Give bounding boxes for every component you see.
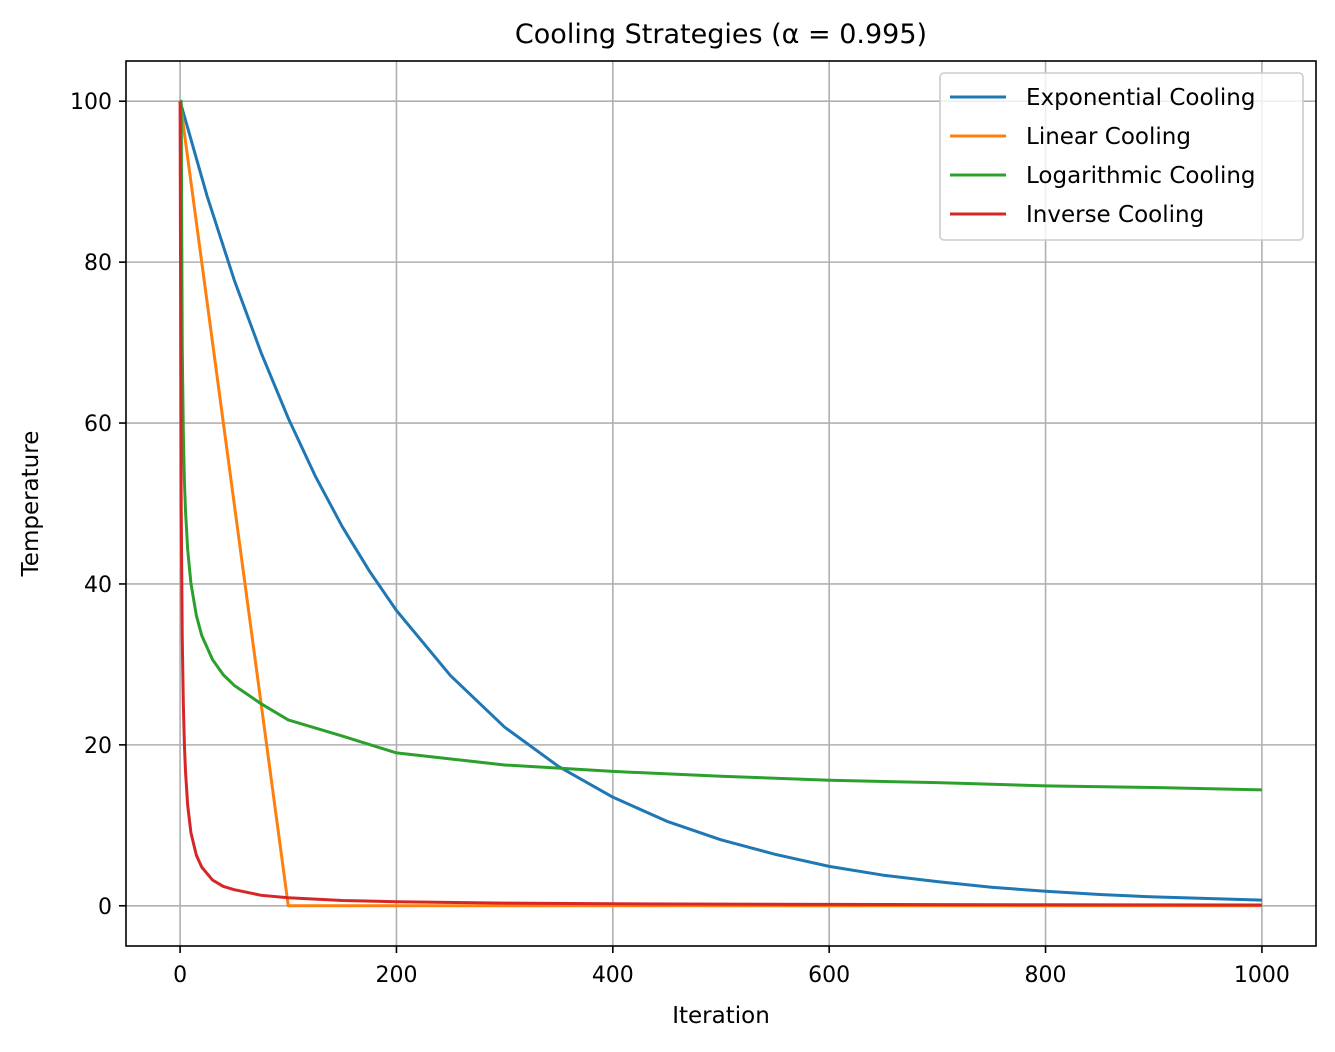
y-tick-label: 60 (84, 412, 112, 437)
x-tick-label: 0 (173, 963, 187, 988)
series-line-inverse-cooling (178, 101, 1262, 907)
legend-label: Linear Cooling (1026, 124, 1191, 150)
x-axis-label: Iteration (672, 1003, 770, 1029)
axis-ticks: 0 200 400 600 800 1000 0 20 40 60 80 100 (70, 90, 1290, 988)
x-tick-label: 800 (1025, 963, 1067, 988)
chart-title: Cooling Strategies (α = 0.995) (515, 19, 927, 50)
y-axis-label: Temperature (18, 431, 44, 578)
y-tick-label: 80 (84, 251, 112, 276)
x-tick-label: 400 (592, 963, 634, 988)
data-series (178, 99, 1262, 908)
legend-label: Logarithmic Cooling (1026, 163, 1256, 189)
legend: Exponential Cooling Linear Cooling Logarit… (939, 72, 1304, 241)
legend-label: Inverse Cooling (1026, 202, 1204, 228)
series-line-logarithmic-cooling (179, 99, 1262, 792)
y-tick-label: 100 (70, 90, 112, 115)
x-tick-label: 600 (808, 963, 850, 988)
x-tick-label: 1000 (1234, 963, 1290, 988)
y-tick-label: 40 (84, 573, 112, 598)
legend-label: Exponential Cooling (1026, 85, 1255, 111)
legend-box (939, 72, 1304, 241)
y-tick-label: 20 (84, 734, 112, 759)
y-tick-label: 0 (98, 895, 112, 920)
grid-lines (126, 61, 1316, 946)
plot-frame (125, 60, 1317, 947)
series-line-exponential-cooling (178, 100, 1262, 902)
x-tick-label: 200 (375, 963, 417, 988)
